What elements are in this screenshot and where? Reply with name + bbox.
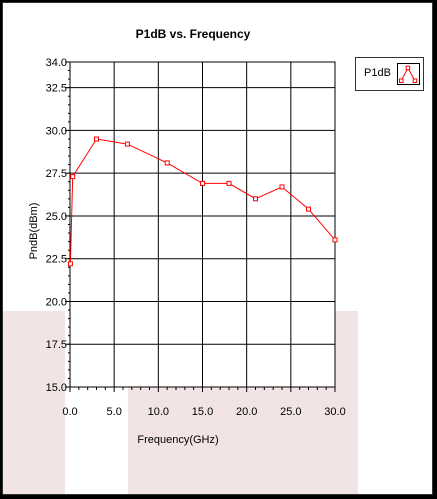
data-point-marker	[164, 160, 170, 166]
data-point-marker	[332, 237, 338, 243]
data-point-marker	[306, 206, 311, 212]
data-point-marker	[124, 141, 130, 147]
y-tick-labels: 15.0 17.5 20.0 22.5 25.0 27.5 30.0 32.5 34.0	[46, 57, 67, 394]
legend-swatch-p1db	[397, 63, 420, 85]
x-tick-label: 0.0	[62, 406, 77, 418]
y-axis-label: PndB(dBm)	[28, 203, 40, 260]
y-tick-label: 15.0	[46, 382, 67, 394]
series-layer	[67, 136, 338, 267]
chart-title: P1dB vs. Frequency	[136, 27, 251, 41]
data-point-marker	[226, 180, 232, 186]
background-highlight-left	[3, 311, 65, 494]
chart-canvas: P1dB vs. Frequency 0.0 5.0 10.0 15.0 20.0 25.…	[28, 27, 346, 446]
y-tick-label: 25.0	[46, 211, 67, 223]
data-point-marker	[279, 184, 285, 190]
data-point-marker	[70, 174, 76, 180]
data-point-marker	[200, 180, 205, 186]
legend-line-icon	[399, 65, 418, 83]
x-tick-label: 20.0	[236, 406, 257, 418]
data-point-marker	[253, 196, 258, 202]
data-point-marker	[67, 261, 73, 267]
y-tick-label: 20.0	[46, 296, 67, 308]
y-tick-label: 32.5	[46, 83, 67, 95]
x-tick-label: 5.0	[107, 406, 122, 418]
x-tick-label: 30.0	[324, 406, 345, 418]
x-tick-label: 25.0	[280, 406, 301, 418]
x-tick-label: 10.0	[148, 406, 169, 418]
y-tick-label: 17.5	[46, 339, 67, 351]
axes	[65, 61, 336, 392]
y-tick-label: 22.5	[46, 254, 67, 266]
data-point-marker	[94, 136, 99, 142]
legend: P1dB	[355, 57, 424, 91]
x-tick-label: 15.0	[192, 406, 213, 418]
y-tick-label: 30.0	[46, 125, 67, 137]
chart-window: P1dB vs. Frequency 0.0 5.0 10.0 15.0 20.0 25.…	[2, 2, 433, 495]
legend-label-p1db: P1dB	[364, 67, 391, 79]
x-axis-label: Frequency(GHz)	[137, 434, 218, 446]
y-tick-label: 34.0	[46, 57, 67, 69]
plot-border	[69, 61, 336, 388]
x-tick-labels: 0.0 5.0 10.0 15.0 20.0 25.0 30.0	[62, 406, 345, 418]
y-tick-label: 27.5	[46, 168, 67, 180]
